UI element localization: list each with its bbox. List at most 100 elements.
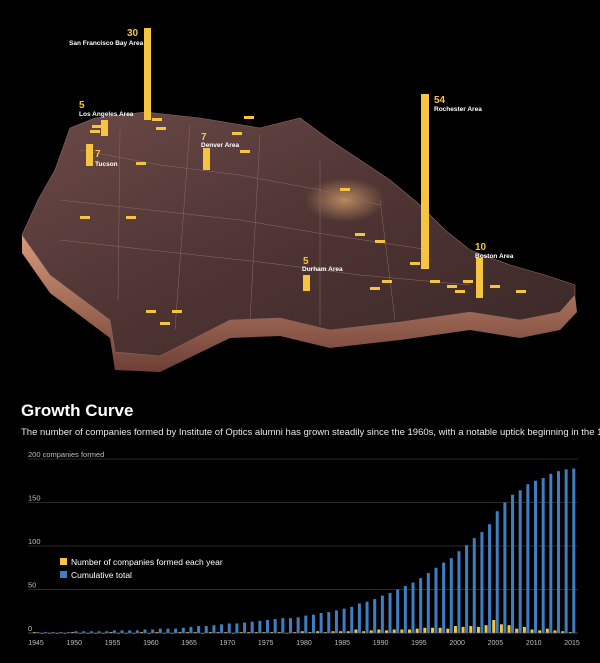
cumulative-bar xyxy=(495,511,499,633)
cumulative-bar xyxy=(266,619,270,633)
y-tick-label: 0 xyxy=(28,624,32,633)
us-map: 30 San Francisco Bay Area 54 Rochester A… xyxy=(21,28,577,372)
cumulative-bar xyxy=(472,538,476,633)
yearly-bar xyxy=(346,631,350,633)
yearly-bar xyxy=(553,630,557,633)
yearly-bar xyxy=(331,631,335,633)
yearly-bar xyxy=(530,629,534,633)
yearly-bar xyxy=(499,624,503,633)
map-dot xyxy=(447,285,457,288)
yearly-bar xyxy=(140,632,143,633)
yearly-bar xyxy=(369,630,373,633)
cumulative-bars xyxy=(36,468,576,633)
map-dot xyxy=(410,262,420,265)
cumulative-bar xyxy=(120,630,124,633)
yearly-bar xyxy=(515,628,519,633)
yearly-bar xyxy=(178,632,182,633)
cumulative-bar xyxy=(97,631,101,633)
legend: Number of companies formed each year Cum… xyxy=(60,557,223,580)
cumulative-bar xyxy=(556,471,560,633)
x-tick-label: 2010 xyxy=(526,640,542,647)
bar-tucson xyxy=(86,144,93,166)
cumulative-bar xyxy=(197,626,201,633)
x-tick-label: 1945 xyxy=(28,640,44,647)
label-los-angeles: Los Angeles Area xyxy=(79,111,134,118)
y-tick-label: 150 xyxy=(28,494,41,503)
map-dot xyxy=(240,150,250,153)
cumulative-bar xyxy=(250,621,254,633)
yearly-bar xyxy=(484,625,488,633)
cumulative-bar xyxy=(43,632,47,633)
cumulative-bar xyxy=(51,632,55,633)
map-dot xyxy=(516,290,526,293)
yearly-bar xyxy=(277,632,281,633)
marker-denver: 7 Denver Area xyxy=(201,132,239,170)
yearly-bar xyxy=(354,629,358,633)
map-markers xyxy=(80,116,526,325)
cumulative-bar xyxy=(564,469,568,633)
yearly-bar xyxy=(71,632,75,633)
cumulative-bar xyxy=(403,586,407,633)
count-tucson: 7 xyxy=(95,149,101,160)
cumulative-bar xyxy=(128,630,132,633)
yearly-bar xyxy=(216,632,220,633)
cumulative-bar xyxy=(82,631,86,633)
cumulative-bar xyxy=(258,620,262,633)
x-tick-label: 1990 xyxy=(373,640,389,647)
yearly-bar xyxy=(561,631,565,633)
yearly-bar xyxy=(300,631,304,633)
cumulative-bar xyxy=(457,551,461,633)
map-dot xyxy=(370,287,380,290)
yearly-bar xyxy=(224,632,228,633)
yearly-bar xyxy=(446,628,450,633)
map-dot xyxy=(244,116,254,119)
cumulative-bar xyxy=(396,589,400,633)
map-dot xyxy=(355,233,365,236)
cumulative-bar xyxy=(518,490,522,633)
cumulative-bar xyxy=(112,630,116,633)
cumulative-bar xyxy=(135,630,139,633)
yearly-bar xyxy=(323,632,327,633)
map-dot xyxy=(156,127,166,130)
yearly-bar xyxy=(339,631,343,633)
yearly-bar xyxy=(423,627,427,633)
yearly-bar xyxy=(270,632,274,633)
cumulative-bar xyxy=(151,629,155,633)
yearly-bar xyxy=(392,629,396,633)
yearly-bar xyxy=(239,632,243,633)
x-tick-label: 1955 xyxy=(105,640,121,647)
yearly-bar xyxy=(507,625,511,633)
label-san-francisco: San Francisco Bay Area xyxy=(69,40,144,47)
cumulative-bar xyxy=(243,622,247,633)
cumulative-bar xyxy=(350,606,354,633)
label-durham: Durham Area xyxy=(302,266,343,273)
cumulative-bar xyxy=(158,628,162,633)
cumulative-bar xyxy=(304,615,308,633)
cumulative-bar xyxy=(166,628,170,633)
bar-los-angeles xyxy=(101,120,108,136)
yearly-bar xyxy=(109,632,113,633)
yearly-bar xyxy=(385,630,389,633)
legend-label-cumulative: Cumulative total xyxy=(71,570,132,580)
map-dot xyxy=(490,285,500,288)
x-tick-label: 1980 xyxy=(296,640,312,647)
cumulative-bar xyxy=(143,629,147,633)
cumulative-bar xyxy=(189,626,193,633)
x-tick-label: 1965 xyxy=(181,640,197,647)
cumulative-bar xyxy=(411,582,415,633)
cumulative-bar xyxy=(357,603,361,633)
yearly-bar xyxy=(476,626,480,633)
yearly-bar xyxy=(377,629,381,633)
cumulative-bar xyxy=(74,631,78,633)
yearly-bar xyxy=(316,631,320,633)
count-denver: 7 xyxy=(201,132,207,143)
map-surface xyxy=(21,111,576,357)
yearly-bar xyxy=(430,627,434,633)
map-dot xyxy=(382,280,392,283)
yearly-bar xyxy=(438,627,442,633)
cumulative-bar xyxy=(212,625,216,633)
map-panel: 30 San Francisco Bay Area 54 Rochester A… xyxy=(21,28,577,372)
bar-san-francisco xyxy=(144,28,151,120)
cumulative-bar xyxy=(296,617,300,633)
